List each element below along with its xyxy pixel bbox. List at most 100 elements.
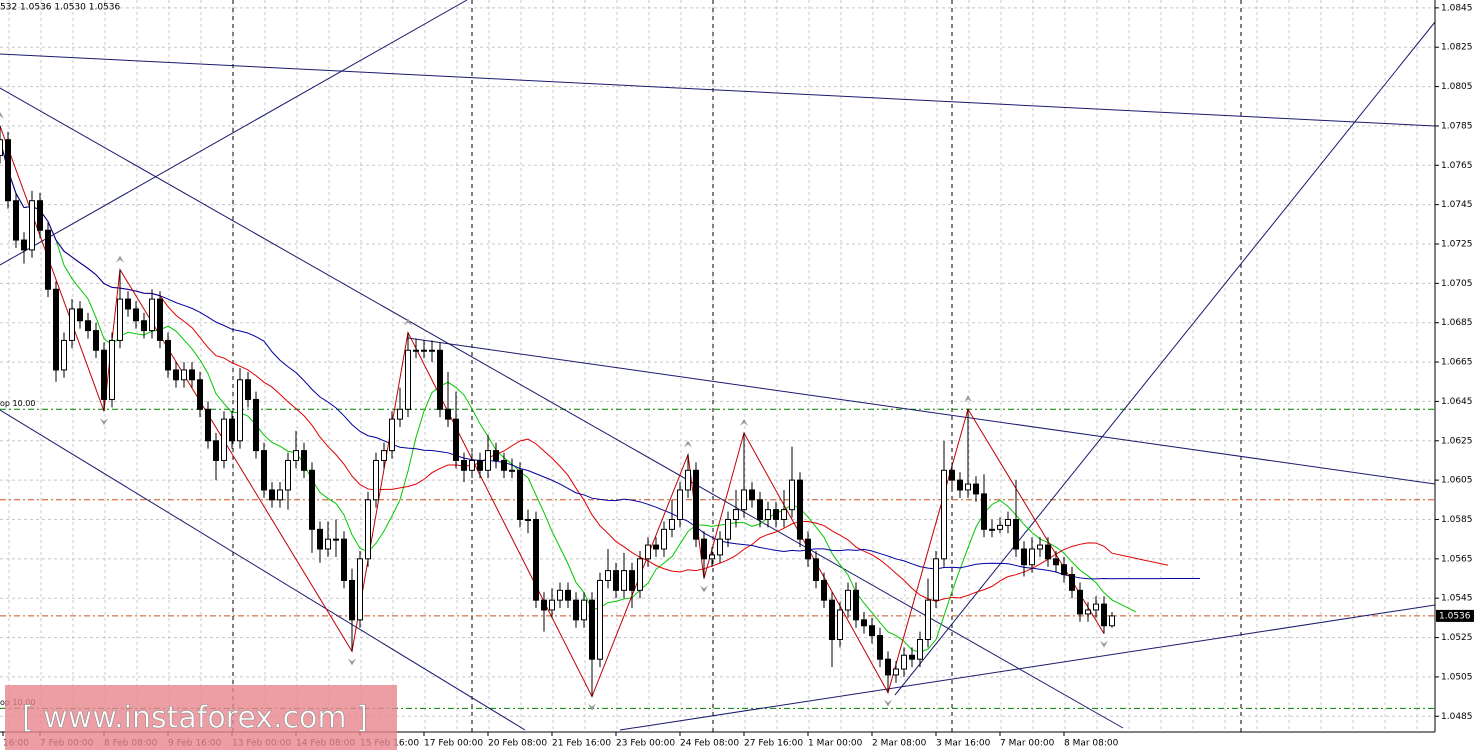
candle-body xyxy=(981,493,987,530)
candle-body xyxy=(1045,544,1051,560)
candle-body xyxy=(1085,609,1091,615)
x-tick-label: 17 Feb 00:00 xyxy=(424,739,483,749)
candle-body xyxy=(941,469,947,560)
candle-body xyxy=(717,538,723,556)
candle-body xyxy=(237,379,243,442)
candle-body xyxy=(573,599,579,621)
candle-body xyxy=(1021,548,1027,566)
candles xyxy=(0,125,1115,697)
candle-body xyxy=(37,200,43,231)
candle-body xyxy=(357,558,363,621)
candle-body xyxy=(421,349,427,352)
moving-average xyxy=(0,139,1137,653)
candle-body xyxy=(781,509,787,520)
candle-body xyxy=(213,440,219,461)
candle-body xyxy=(109,339,115,400)
y-tick-label: 1.0805 xyxy=(1441,82,1473,92)
candle-body xyxy=(69,308,75,341)
grid xyxy=(0,0,1435,732)
header-ohlc: 532 1.0536 1.0530 1.0536 xyxy=(0,3,121,13)
candle-body xyxy=(373,459,379,501)
candle-body xyxy=(749,489,755,501)
y-tick-label: 1.0705 xyxy=(1441,279,1473,289)
candle-body xyxy=(205,408,211,442)
fractal-arrow xyxy=(348,658,356,666)
y-tick-label: 1.0625 xyxy=(1441,436,1473,446)
candle-body xyxy=(453,418,459,461)
y-tick-label: 1.0505 xyxy=(1441,672,1473,682)
candle-body xyxy=(653,544,659,550)
y-tick-label: 1.0565 xyxy=(1441,554,1473,564)
candle-body xyxy=(805,538,811,560)
candle-body xyxy=(269,489,275,501)
candle-body xyxy=(85,320,91,332)
candle-body xyxy=(1053,558,1059,566)
candle-body xyxy=(997,524,1003,530)
day-separators xyxy=(232,0,1242,732)
fractal-arrow xyxy=(100,418,108,426)
level-label: op 10.00 xyxy=(0,399,35,408)
y-tick-label: 1.0525 xyxy=(1441,633,1473,643)
candle-body xyxy=(821,579,827,601)
x-tick-label: 7 Mar 00:00 xyxy=(1000,739,1055,749)
candle-body xyxy=(637,558,643,591)
candle-body xyxy=(685,469,691,491)
candle-body xyxy=(861,619,867,627)
candle-body xyxy=(885,658,891,676)
candle-body xyxy=(349,579,355,621)
y-tick-label: 1.0545 xyxy=(1441,594,1473,604)
candle-body xyxy=(13,200,19,241)
candle-body xyxy=(541,599,547,611)
fractal-arrow xyxy=(1100,640,1108,648)
watermark: [ www.instaforex.com ] xyxy=(22,701,368,736)
candle-body xyxy=(989,528,995,531)
candle-body xyxy=(1029,548,1035,566)
moving-average xyxy=(0,139,1169,602)
candle-body xyxy=(1093,603,1099,611)
x-tick-label: 23 Feb 00:00 xyxy=(616,739,675,749)
candle-body xyxy=(181,369,187,381)
candle-body xyxy=(93,330,99,351)
candle-body xyxy=(877,635,883,660)
candle-body xyxy=(1109,615,1115,627)
trend-line xyxy=(0,0,468,266)
y-tick-label: 1.0785 xyxy=(1441,121,1473,131)
candle-body xyxy=(901,654,907,670)
candle-body xyxy=(813,558,819,581)
trend-line xyxy=(0,53,1436,127)
candle-body xyxy=(709,554,715,560)
candle-body xyxy=(381,450,387,461)
candle-body xyxy=(853,589,859,621)
candle-body xyxy=(509,469,515,472)
candle-body xyxy=(493,450,499,461)
y-tick-label: 1.0645 xyxy=(1441,397,1473,407)
candle-body xyxy=(21,239,27,251)
candle-body xyxy=(309,469,315,530)
candle-body xyxy=(325,538,331,550)
candle-body xyxy=(765,509,771,520)
candle-body xyxy=(485,450,491,471)
candle-body xyxy=(1061,564,1067,576)
candle-body xyxy=(933,558,939,601)
fractal-arrow xyxy=(588,703,596,711)
candle-body xyxy=(285,459,291,491)
candle-body xyxy=(5,139,11,202)
candle-body xyxy=(661,528,667,550)
x-tick-label: 27 Feb 16:00 xyxy=(744,739,803,749)
y-tick-label: 1.0605 xyxy=(1441,476,1473,486)
candle-body xyxy=(645,544,651,560)
candle-body xyxy=(525,518,531,521)
candle-body xyxy=(397,408,403,420)
trend-line xyxy=(0,87,1124,729)
candle-body xyxy=(533,518,539,601)
candle-body xyxy=(429,349,435,352)
candle-body xyxy=(829,599,835,641)
candle-body xyxy=(301,450,307,471)
candle-body xyxy=(469,459,475,471)
candle-body xyxy=(77,308,83,322)
candle-body xyxy=(797,479,803,540)
fractal-arrow xyxy=(740,418,748,426)
candle-body xyxy=(101,349,107,400)
fractal-arrow xyxy=(700,585,708,593)
candle-body xyxy=(141,320,147,332)
